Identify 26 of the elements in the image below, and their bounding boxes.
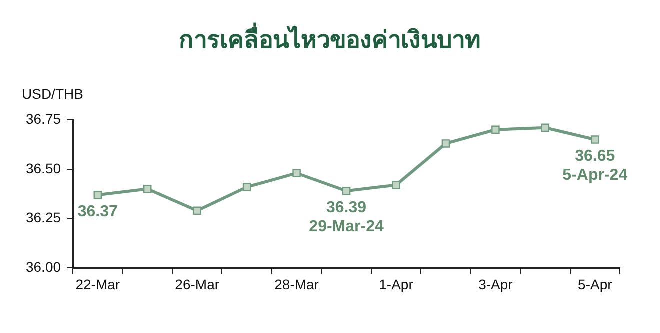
point [292, 169, 301, 178]
point [442, 140, 450, 148]
x-tick-label: 3-Apr [478, 276, 514, 292]
point [492, 126, 500, 134]
y-tick-label: 36.00 [26, 259, 62, 276]
point [193, 206, 202, 216]
point [392, 181, 400, 190]
point [342, 187, 351, 196]
y-axis-title: USD/THB [22, 86, 84, 102]
point [242, 183, 252, 192]
x-tick-label: 5-Apr [578, 276, 613, 292]
annotation: 36.37 [78, 203, 118, 220]
x-tick-label: 1-Apr [379, 276, 414, 292]
chart-title: การเคลื่อนไหวของค่าเงินบาท [178, 22, 482, 56]
annotation: 36.65 5-Apr-24 [562, 148, 628, 184]
point [591, 136, 600, 144]
point [143, 185, 152, 194]
y-tick-label: 36.25 [26, 210, 62, 226]
point [541, 124, 550, 132]
x-tick-label: 22-Mar [76, 276, 120, 292]
point [94, 190, 102, 200]
y-tick-label: 36.75 [26, 110, 62, 127]
x-tick-label: 26-Mar [175, 276, 220, 292]
y-tick-label: 36.50 [26, 160, 62, 176]
annotation: 36.39 29-Mar-24 [309, 200, 384, 236]
x-tick-label: 28-Mar [274, 276, 320, 292]
